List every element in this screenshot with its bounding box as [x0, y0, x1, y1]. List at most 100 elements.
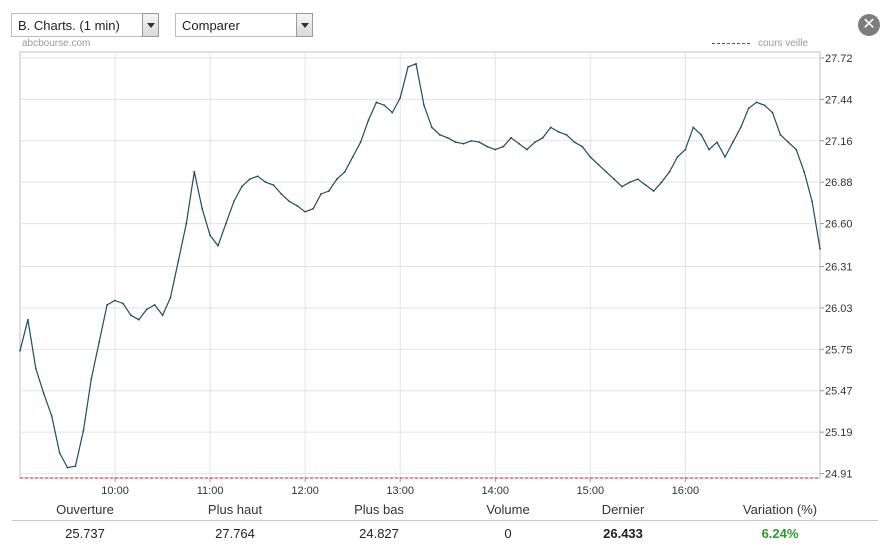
price-point	[296, 204, 299, 207]
price-point	[700, 133, 703, 136]
stat-header-last: Dernier	[601, 502, 645, 517]
price-point	[684, 148, 687, 151]
price-point	[739, 126, 742, 129]
stat-value-open: 25.737	[65, 526, 105, 541]
stat-value-low: 24.827	[359, 526, 399, 541]
price-point	[399, 96, 402, 99]
price-point	[304, 210, 307, 213]
stat-header-low: Plus bas	[354, 502, 404, 517]
y-tick-label: 27.44	[825, 94, 853, 106]
price-point	[446, 136, 449, 139]
stat-header-open: Ouverture	[56, 502, 114, 517]
y-tick-label: 26.60	[825, 219, 853, 231]
price-point	[225, 222, 227, 225]
price-point	[731, 141, 734, 144]
source-label: abcbourse.com	[22, 38, 91, 49]
price-point	[82, 429, 85, 432]
price-point	[652, 190, 655, 192]
price-point	[430, 126, 433, 129]
price-point	[201, 207, 204, 210]
price-point	[415, 62, 417, 65]
price-point	[716, 141, 718, 144]
price-point	[217, 244, 219, 247]
price-point	[391, 111, 394, 114]
price-point	[510, 136, 512, 139]
price-point	[232, 200, 235, 203]
price-point	[763, 104, 766, 107]
price-point	[613, 178, 615, 181]
price-point	[122, 302, 124, 305]
price-point	[549, 126, 552, 129]
price-point	[692, 126, 695, 129]
price-point	[676, 156, 679, 158]
chevron-down-icon[interactable]	[142, 13, 159, 37]
legend-reference-label: cours veille	[758, 38, 809, 49]
price-chart: 27.72 27.44 27.16 26.88 26.60 26.31 26.03 25.75…	[19, 51, 853, 497]
stats-divider	[12, 520, 878, 521]
price-point	[819, 247, 821, 250]
price-point	[668, 170, 671, 173]
price-point	[169, 296, 172, 299]
price-point	[795, 148, 798, 151]
stat-header-variation: Variation (%)	[742, 502, 818, 517]
price-point	[597, 163, 600, 166]
price-point	[161, 314, 164, 317]
price-point	[248, 178, 251, 181]
close-icon[interactable]: ✕	[858, 14, 880, 36]
price-point	[557, 130, 560, 133]
price-point	[367, 119, 370, 121]
price-point	[589, 156, 592, 158]
price-point	[129, 314, 132, 317]
price-point	[50, 414, 53, 417]
price-point	[478, 141, 481, 144]
price-point	[359, 141, 362, 144]
y-tick-label: 26.03	[825, 303, 853, 315]
reference-line-swatch	[712, 42, 750, 44]
price-point	[526, 148, 528, 151]
price-point	[328, 190, 330, 192]
chevron-down-icon[interactable]	[296, 13, 313, 37]
y-tick-label: 26.88	[825, 177, 853, 189]
chart-type-select[interactable]: B. Charts. (1 min)	[11, 13, 159, 37]
price-point	[343, 170, 346, 173]
y-tick-label: 25.75	[825, 344, 853, 356]
price-point	[755, 101, 758, 104]
x-tick-label: 14:00	[481, 485, 509, 497]
price-point	[724, 156, 726, 158]
price-point	[438, 133, 441, 136]
price-point	[335, 178, 338, 181]
price-point	[747, 107, 750, 110]
compare-select-value: Comparer	[182, 18, 240, 33]
price-point	[90, 377, 93, 380]
price-point	[660, 181, 663, 184]
plot-area	[19, 51, 821, 479]
price-point	[629, 181, 631, 184]
price-point	[581, 145, 584, 148]
stat-value-volume: 0	[504, 526, 512, 541]
price-point	[98, 341, 101, 343]
stat-value-high: 27.764	[215, 526, 255, 541]
y-tick-label: 24.91	[825, 469, 853, 481]
price-point	[137, 318, 140, 321]
price-point	[240, 185, 243, 188]
price-point	[462, 142, 465, 145]
price-point	[312, 207, 314, 210]
legend: cours veille	[712, 38, 808, 49]
price-point	[486, 145, 489, 148]
compare-select[interactable]: Comparer	[175, 13, 313, 37]
price-point	[256, 175, 259, 178]
price-point	[280, 193, 283, 195]
price-point	[42, 392, 45, 395]
price-point	[114, 299, 116, 302]
x-tick-label: 13:00	[386, 485, 414, 497]
price-point	[494, 148, 497, 151]
price-point	[470, 139, 473, 142]
price-point	[533, 141, 536, 144]
price-point	[34, 367, 37, 370]
price-point	[66, 466, 69, 469]
stat-value-last: 26.433	[603, 526, 643, 541]
y-tick-label: 25.47	[825, 386, 853, 398]
price-point	[407, 65, 410, 68]
price-point	[177, 259, 180, 262]
price-point	[145, 308, 148, 311]
